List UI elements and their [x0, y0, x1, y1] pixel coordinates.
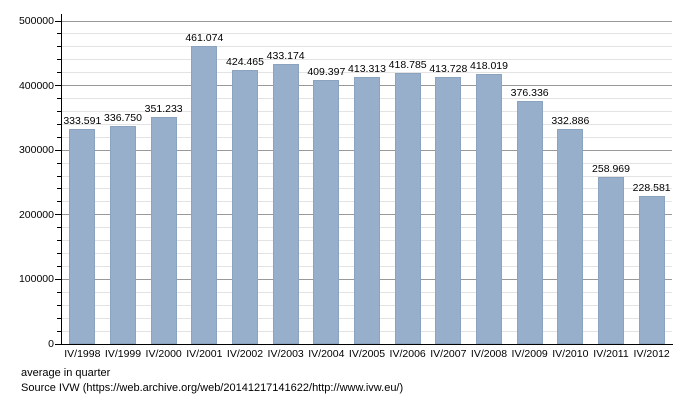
- bar: [232, 69, 258, 344]
- bar: [476, 73, 502, 344]
- y-axis-tick-label: 0: [48, 338, 54, 350]
- bar: [272, 64, 299, 344]
- bar-value-label: 433.174: [266, 50, 305, 63]
- bar-value-label: 228.581: [632, 182, 671, 195]
- y-minor-tick: [57, 253, 61, 255]
- y-minor-tick: [57, 46, 61, 48]
- bar: [435, 76, 462, 344]
- minor-gridline: [62, 46, 672, 48]
- y-minor-tick: [57, 110, 61, 112]
- bar: [69, 128, 96, 344]
- x-axis-tick-label: IV/2011: [593, 348, 629, 360]
- bar: [516, 100, 543, 344]
- y-minor-tick: [57, 265, 61, 267]
- bar-value-label: 413.313: [348, 63, 386, 75]
- x-axis-tick-label: IV/2003: [267, 348, 304, 360]
- y-minor-tick: [57, 330, 61, 332]
- bar-value-label: 461.074: [185, 32, 224, 45]
- x-axis-tick-label: IV/1998: [64, 348, 101, 360]
- bar: [598, 176, 624, 344]
- y-major-tick: [55, 149, 61, 151]
- y-minor-tick: [57, 175, 61, 177]
- y-axis-tick-label: 300000: [18, 144, 54, 157]
- x-axis-tick-label: IV/2002: [226, 348, 264, 360]
- x-axis-tick-label: IV/2010: [552, 348, 589, 360]
- bar-value-label: 336.750: [104, 112, 142, 125]
- bar: [638, 196, 665, 344]
- bar-value-label: 418.019: [470, 59, 508, 72]
- y-major-tick: [55, 20, 61, 22]
- y-minor-tick: [57, 201, 61, 203]
- y-minor-tick: [57, 188, 61, 190]
- minor-gridline: [62, 72, 672, 74]
- bar: [557, 128, 584, 344]
- bar-value-label: 376.336: [510, 86, 549, 99]
- x-axis-tick-label: IV/2008: [470, 348, 508, 360]
- x-axis-line: [61, 344, 673, 345]
- bar: [150, 117, 177, 344]
- y-axis-tick-label: 400000: [18, 79, 54, 92]
- bar: [313, 79, 340, 344]
- y-major-tick: [55, 343, 61, 345]
- y-axis-line: [61, 14, 62, 345]
- x-axis-tick-label: IV/2005: [348, 348, 386, 360]
- chart-source: Source IVW (https://web.archive.org/web/…: [21, 382, 404, 394]
- bar-value-label: 351.233: [144, 103, 183, 116]
- y-major-tick: [55, 278, 61, 280]
- x-axis-tick-label: IV/2012: [633, 348, 670, 360]
- y-axis-tick-label: 100000: [18, 273, 54, 286]
- y-minor-tick: [57, 72, 61, 74]
- y-minor-tick: [57, 123, 61, 125]
- y-minor-tick: [57, 304, 61, 306]
- bar-value-label: 258.969: [592, 162, 630, 175]
- y-minor-tick: [57, 59, 61, 61]
- major-gridline: [62, 20, 672, 22]
- x-axis-tick-label: IV/2000: [145, 348, 182, 360]
- chart-caption: average in quarter: [21, 367, 111, 379]
- minor-gridline: [62, 59, 672, 61]
- y-minor-tick: [57, 162, 61, 164]
- bar-value-label: 409.397: [307, 65, 346, 78]
- x-axis-tick-label: IV/2007: [430, 348, 467, 360]
- x-axis-tick-label: IV/2006: [389, 348, 426, 360]
- bar-value-label: 413.728: [429, 62, 468, 75]
- y-minor-tick: [57, 98, 61, 100]
- y-major-tick: [55, 214, 61, 216]
- bar-value-label: 418.785: [388, 59, 427, 72]
- y-minor-tick: [57, 291, 61, 293]
- plot-area: 333.591 336.750 351.233 461.074 424.465 433.1…: [62, 20, 672, 344]
- y-major-tick: [55, 85, 61, 87]
- x-axis-labels: IV/1998 IV/1999 IV/2000 IV/2001 IV/2002 IV/20…: [62, 348, 672, 362]
- y-minor-tick: [57, 227, 61, 229]
- y-axis-tick-label: 500000: [18, 15, 54, 27]
- bar: [354, 77, 380, 344]
- bar: [191, 46, 218, 344]
- bar: [110, 126, 136, 344]
- bar: [394, 73, 421, 344]
- y-axis-tick-label: 200000: [18, 208, 54, 221]
- x-axis-tick-label: IV/1999: [104, 348, 142, 360]
- y-minor-tick: [57, 33, 61, 35]
- bar-value-label: 332.886: [551, 114, 590, 127]
- y-minor-tick: [57, 317, 61, 319]
- x-axis-tick-label: IV/2001: [186, 348, 223, 360]
- bar-value-label: 333.591: [63, 114, 102, 127]
- x-axis-tick-label: IV/2004: [308, 348, 345, 360]
- minor-gridline: [62, 33, 672, 35]
- bar-value-label: 424.465: [226, 55, 264, 68]
- x-axis-tick-label: IV/2009: [511, 348, 548, 360]
- y-minor-tick: [57, 240, 61, 242]
- y-minor-tick: [57, 136, 61, 138]
